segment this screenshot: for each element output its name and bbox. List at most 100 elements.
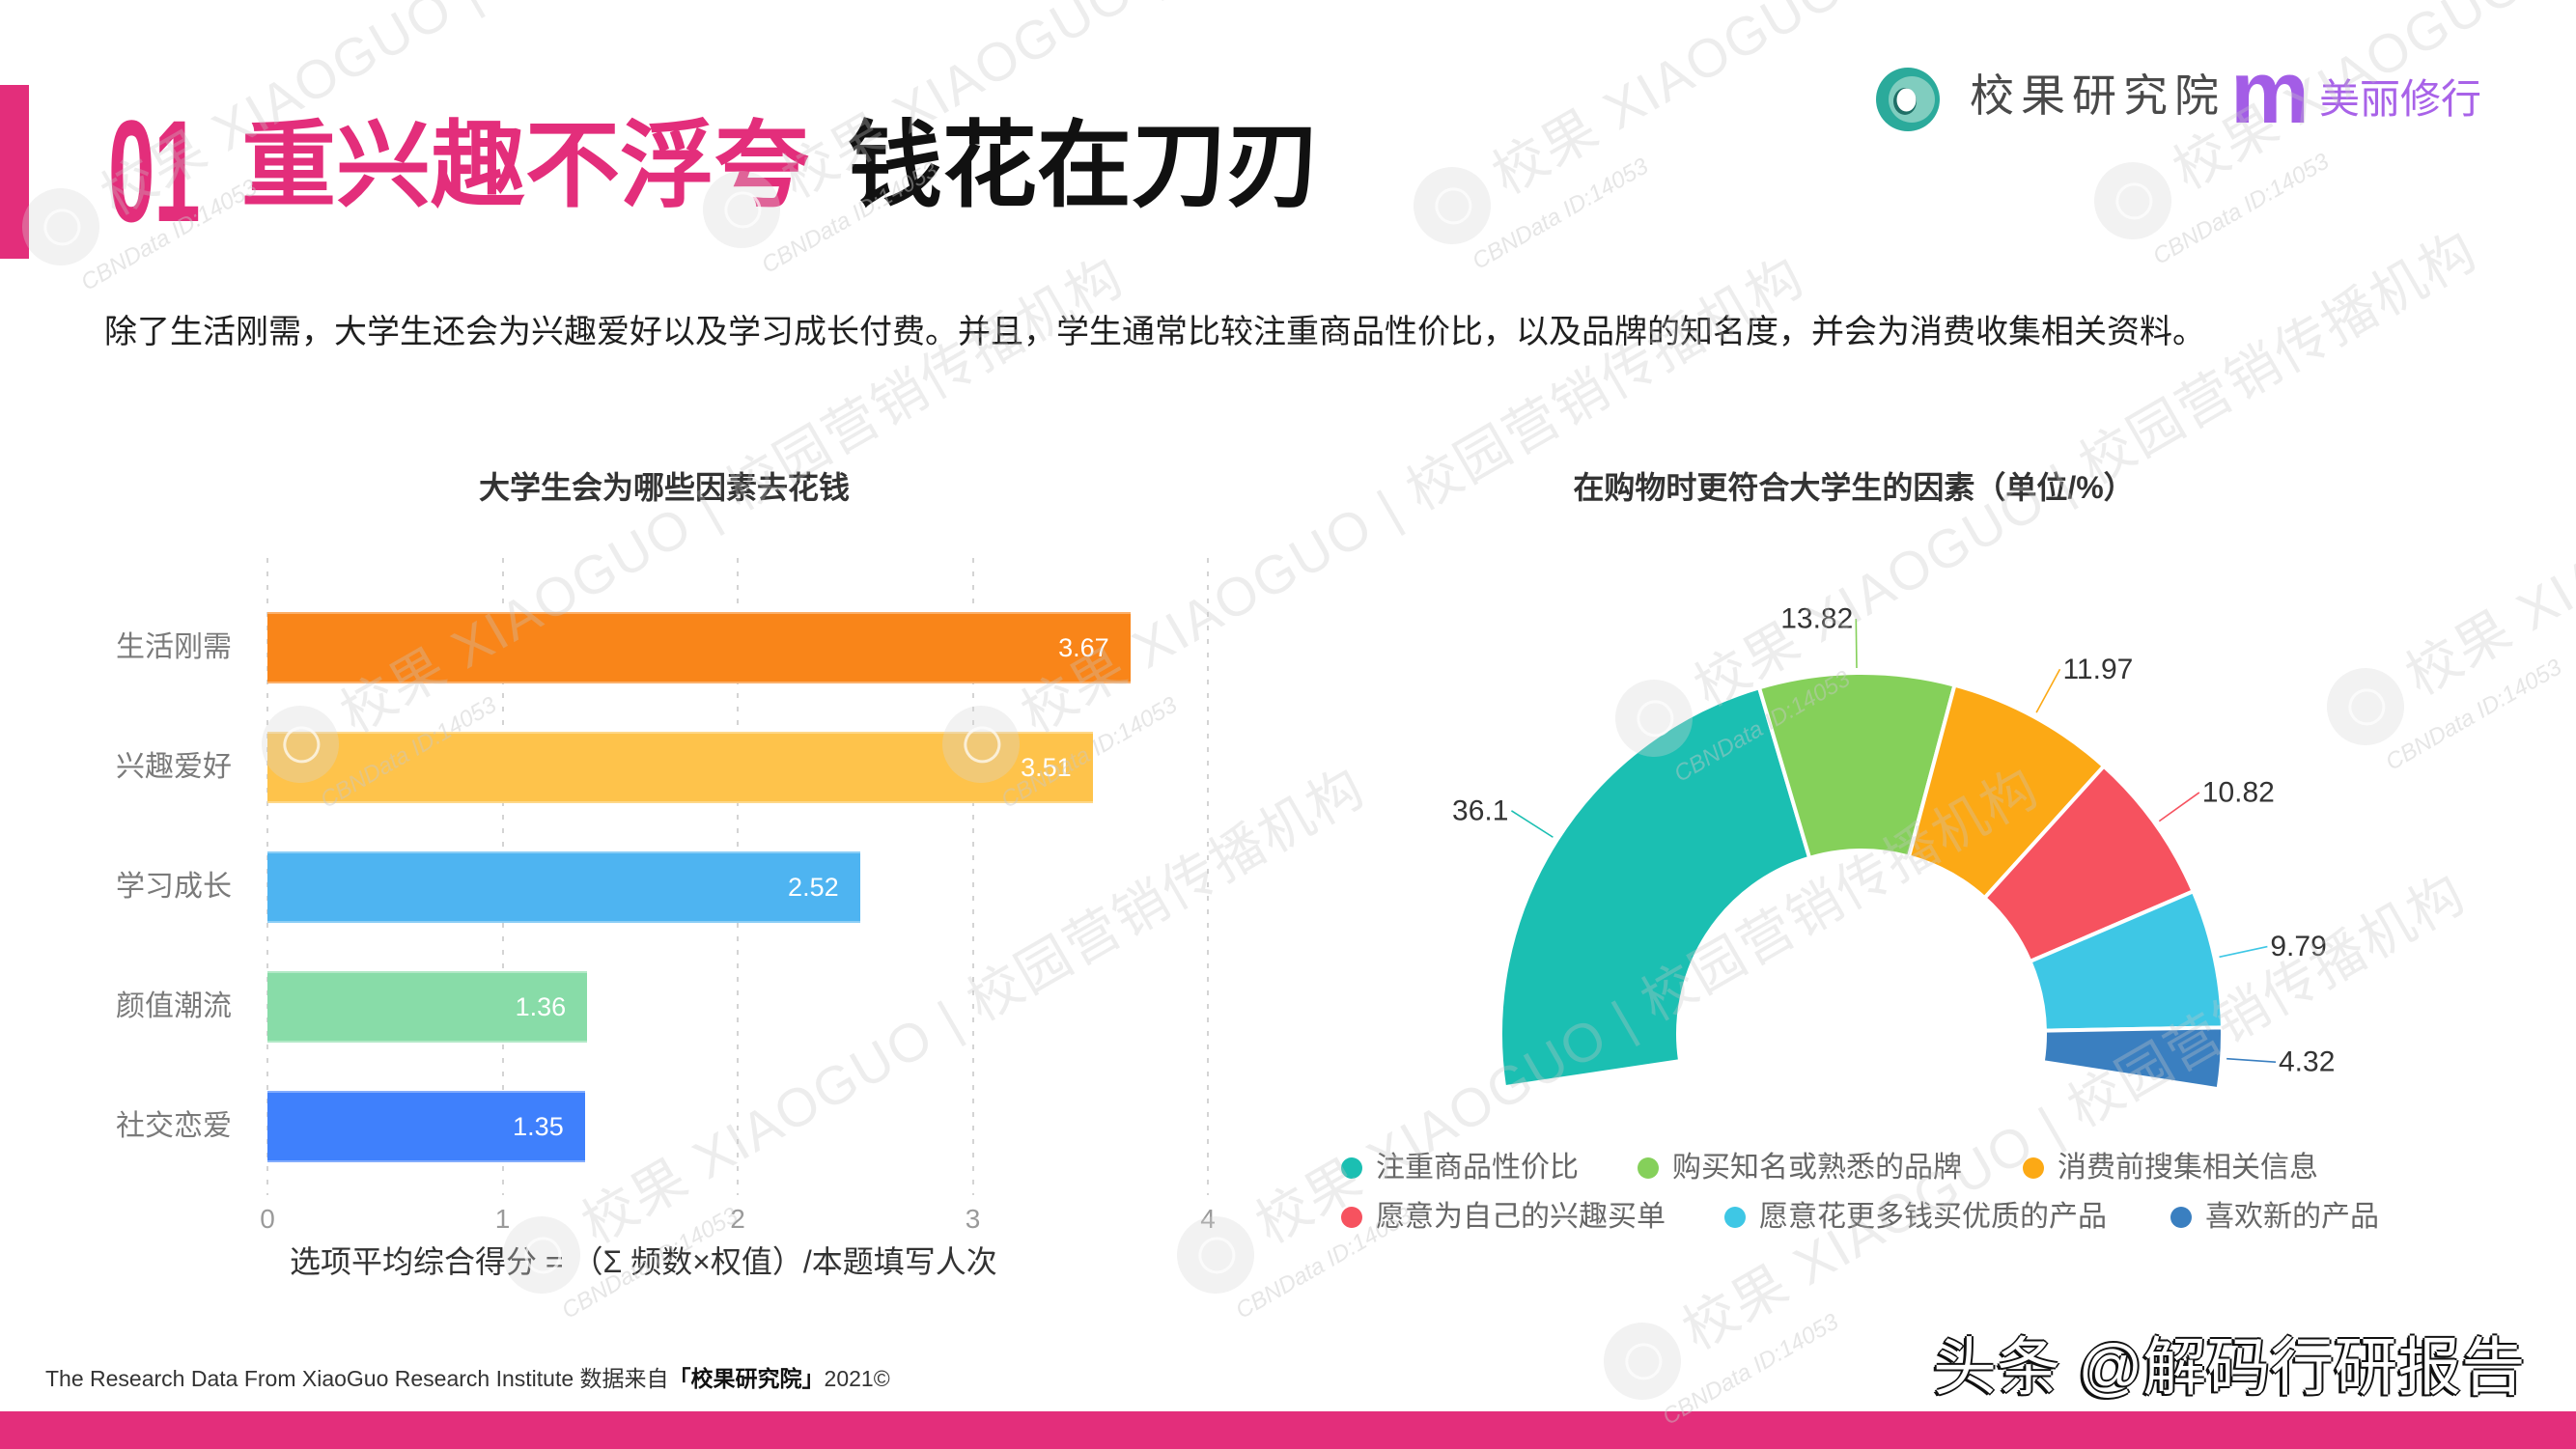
- legend-label: 喜欢新的产品: [2205, 1201, 2379, 1233]
- watermark-logo-icon: [1601, 665, 1707, 771]
- source-prefix: The Research Data From XiaoGuo Research …: [45, 1366, 669, 1391]
- left-accent-bar: [0, 85, 29, 259]
- donut-leader-line: [2219, 945, 2268, 959]
- data-source-note: The Research Data From XiaoGuo Research …: [45, 1365, 890, 1392]
- bar-value-label: 1.36: [515, 992, 567, 1021]
- legend-label: 愿意花更多钱买优质的产品: [1759, 1201, 2107, 1233]
- donut-value-label: 10.82: [2202, 776, 2275, 808]
- x-tick-label: 4: [1200, 1204, 1216, 1234]
- legend-item: 消费前搜集相关信息: [2023, 1151, 2318, 1185]
- donut-slice-arc: [1981, 763, 2197, 964]
- donut-slice-arc: [2027, 888, 2225, 1033]
- donut-leader-line: [2035, 668, 2061, 713]
- donut-slice-arc: [1498, 684, 1812, 1090]
- donut-leader-line: [1510, 810, 1554, 838]
- legend-dot-icon: [1341, 1157, 1362, 1179]
- donut-chart-title: 在购物时更符合大学生的因素（单位/%）: [1573, 470, 2135, 505]
- bar-value-label: 3.67: [1058, 633, 1109, 662]
- donut-value-label: 13.82: [1780, 603, 1853, 635]
- donut-leader-line: [2158, 792, 2200, 822]
- donut-slice-arc: [1906, 683, 2107, 901]
- legend-dot-icon: [1341, 1207, 1362, 1228]
- bar: 3.51: [267, 732, 1093, 803]
- logo-partner-name: 美丽修行: [2319, 76, 2482, 122]
- donut-value-label: 11.97: [2062, 654, 2133, 685]
- donut-slice: 10.82: [1981, 763, 2275, 964]
- bar-category-label: 兴趣爱好: [116, 751, 232, 783]
- bar-chart-title: 大学生会为哪些因素去花钱: [478, 470, 850, 505]
- donut-slice: 11.97: [1906, 654, 2133, 901]
- legend-label: 购买知名或熟悉的品牌: [1672, 1152, 1962, 1184]
- gridline: [1207, 558, 1209, 1195]
- legend-label: 注重商品性价比: [1376, 1152, 1579, 1184]
- donut-leader-line: [2226, 1057, 2277, 1063]
- bar-category-label: 生活刚需: [116, 631, 232, 663]
- watermark-id: CBNData ID:14053: [2148, 148, 2334, 270]
- x-tick-label: 0: [260, 1204, 275, 1234]
- watermark-id: CBNData ID:14053: [2381, 654, 2566, 776]
- source-suffix: 2021©: [824, 1366, 890, 1391]
- bar-value-label: 1.35: [513, 1112, 564, 1141]
- slide-description: 除了生活刚需，大学生还会为兴趣爱好以及学习成长付费。并且，学生通常比较注重商品性…: [104, 314, 2205, 350]
- bar-category-label: 学习成长: [116, 871, 232, 903]
- score-formula-note: 选项平均综合得分 = （Σ 频数×权值）/本题填写人次: [290, 1244, 997, 1279]
- watermark-id: CBNData ID:14053: [1468, 153, 1653, 275]
- section-number: 01: [108, 90, 201, 252]
- page-title-main: 钱花在刀刃: [848, 112, 1322, 218]
- donut-value-label: 9.79: [2270, 931, 2326, 962]
- watermark-logo-icon: [2080, 148, 2186, 254]
- legend-item: 愿意为自己的兴趣买单: [1341, 1200, 1666, 1235]
- bar: 3.67: [267, 612, 1131, 683]
- watermark-text: 校果 XIAOGUO | 校园营销传播机构: [1683, 218, 2488, 718]
- platform-watermark: 头条 @解码行研报告: [1933, 1331, 2526, 1403]
- legend-dot-icon: [1638, 1157, 1659, 1179]
- donut-value-label: 4.32: [2279, 1046, 2335, 1078]
- x-tick-label: 1: [494, 1204, 511, 1234]
- legend-label: 消费前搜集相关信息: [2058, 1152, 2318, 1184]
- donut-slice: 4.32: [2040, 1025, 2335, 1092]
- donut-slice-arc: [1756, 671, 1957, 861]
- bar-category-label: 颜值潮流: [116, 990, 232, 1022]
- watermark-logo-icon: [1399, 153, 1505, 259]
- bottom-accent-bar: [0, 1411, 2576, 1449]
- watermark-logo-icon: [2312, 654, 2419, 760]
- donut-slice-arc: [2040, 1025, 2225, 1092]
- legend-item: 购买知名或熟悉的品牌: [1638, 1151, 1962, 1185]
- legend-dot-icon: [2023, 1157, 2044, 1179]
- legend-item: 喜欢新的产品: [2170, 1200, 2379, 1235]
- legend-label: 愿意为自己的兴趣买单: [1376, 1201, 1666, 1233]
- donut-slice: 13.82: [1756, 603, 1957, 861]
- bar: 1.35: [267, 1091, 585, 1162]
- legend-item: 愿意花更多钱买优质的产品: [1724, 1200, 2107, 1235]
- watermark-text: 校果 XIAOGUO | 校园营销传播机构: [1671, 861, 2477, 1361]
- logo-org-name: 校果研究院: [1970, 70, 2226, 121]
- partner-m-logo-icon: m: [2230, 43, 2310, 142]
- bar: 2.52: [267, 851, 860, 923]
- donut-slice: 9.79: [2027, 888, 2327, 1033]
- source-org: 「校果研究院」: [668, 1366, 825, 1391]
- bar-category-label: 社交恋爱: [116, 1110, 232, 1142]
- watermark-text: 校果 XIAOGUO | 校园营销传播机构: [2394, 208, 2576, 707]
- legend-dot-icon: [2170, 1207, 2192, 1228]
- gridline: [971, 558, 974, 1195]
- x-tick-label: 3: [965, 1204, 981, 1234]
- bar: 1.36: [267, 971, 588, 1043]
- legend-dot-icon: [1724, 1207, 1746, 1228]
- watermark-id: CBNData ID:14053: [1669, 665, 1855, 788]
- x-tick-label: 2: [730, 1204, 745, 1234]
- donut-value-label: 36.1: [1452, 794, 1508, 826]
- donut-slice: 36.1: [1452, 684, 1812, 1090]
- xiaoguo-ring-logo-icon: [1876, 68, 1940, 131]
- watermark-logo-icon: [1589, 1308, 1695, 1414]
- page-title-highlight: 重兴趣不浮夸: [241, 112, 810, 218]
- donut-leader-line: [1855, 619, 1858, 669]
- bar-value-label: 3.51: [1021, 753, 1072, 782]
- bar-value-label: 2.52: [788, 873, 839, 902]
- legend-item: 注重商品性价比: [1341, 1151, 1579, 1185]
